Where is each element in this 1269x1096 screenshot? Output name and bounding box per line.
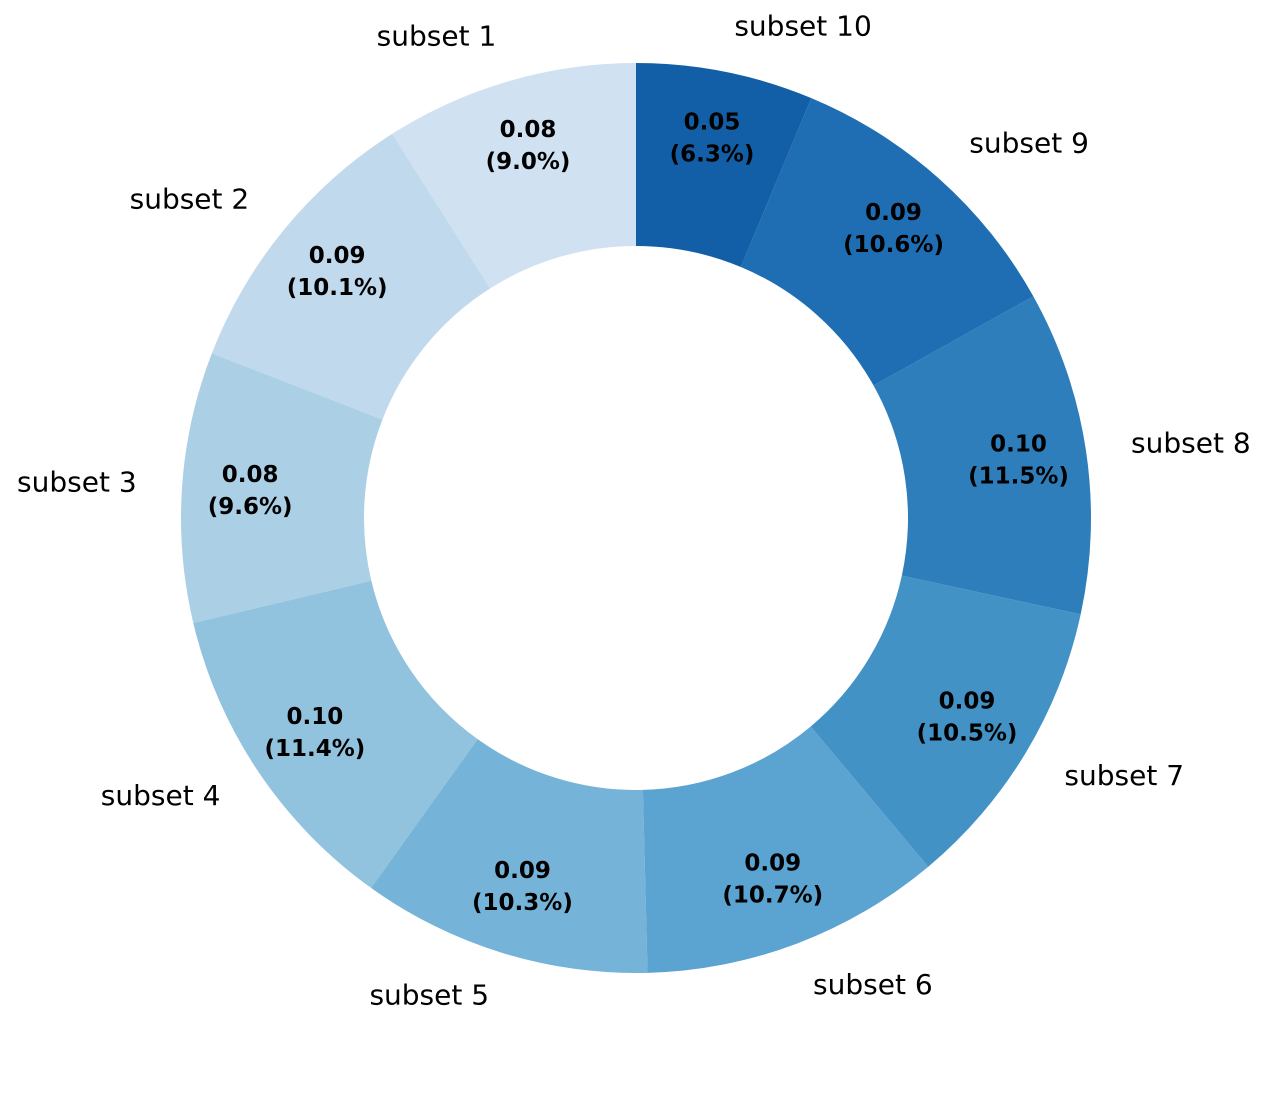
- percent-label: (10.7%): [722, 882, 823, 908]
- wedge: [181, 353, 383, 623]
- value-label: 0.08: [500, 117, 557, 143]
- wedge: [810, 575, 1081, 867]
- percent-label: (11.5%): [968, 464, 1069, 490]
- wedge: [873, 296, 1091, 615]
- value-label: 0.10: [286, 704, 343, 730]
- value-label: 0.10: [990, 432, 1047, 458]
- category-label: subset 3: [17, 466, 137, 499]
- percent-label: (10.3%): [472, 890, 573, 916]
- percent-label: (11.4%): [264, 736, 365, 762]
- value-label: 0.05: [684, 109, 741, 135]
- percent-label: (9.0%): [486, 149, 571, 175]
- category-label: subset 4: [101, 779, 221, 812]
- wedge: [211, 133, 491, 420]
- wedge: [636, 63, 812, 268]
- category-label: subset 2: [130, 182, 250, 215]
- percent-label: (9.6%): [208, 494, 293, 520]
- value-label: 0.09: [865, 200, 922, 226]
- category-label: subset 1: [377, 19, 497, 52]
- category-label: subset 10: [734, 9, 871, 42]
- category-label: subset 9: [969, 127, 1089, 160]
- percent-label: (10.1%): [287, 275, 388, 301]
- value-label: 0.09: [744, 850, 801, 876]
- category-label: subset 6: [813, 968, 933, 1001]
- category-label: subset 5: [369, 978, 489, 1011]
- wedge: [193, 580, 478, 888]
- wedge: [371, 739, 648, 973]
- wedge: [642, 726, 929, 973]
- wedge: [740, 98, 1034, 386]
- wedge: [392, 63, 636, 289]
- value-label: 0.09: [309, 243, 366, 269]
- value-label: 0.08: [222, 462, 279, 488]
- percent-label: (10.6%): [843, 232, 944, 258]
- category-label: subset 8: [1131, 426, 1251, 459]
- category-label: subset 7: [1064, 759, 1184, 792]
- percent-label: (6.3%): [670, 141, 755, 167]
- value-label: 0.09: [939, 688, 996, 714]
- value-label: 0.09: [494, 858, 551, 884]
- percent-label: (10.5%): [917, 720, 1018, 746]
